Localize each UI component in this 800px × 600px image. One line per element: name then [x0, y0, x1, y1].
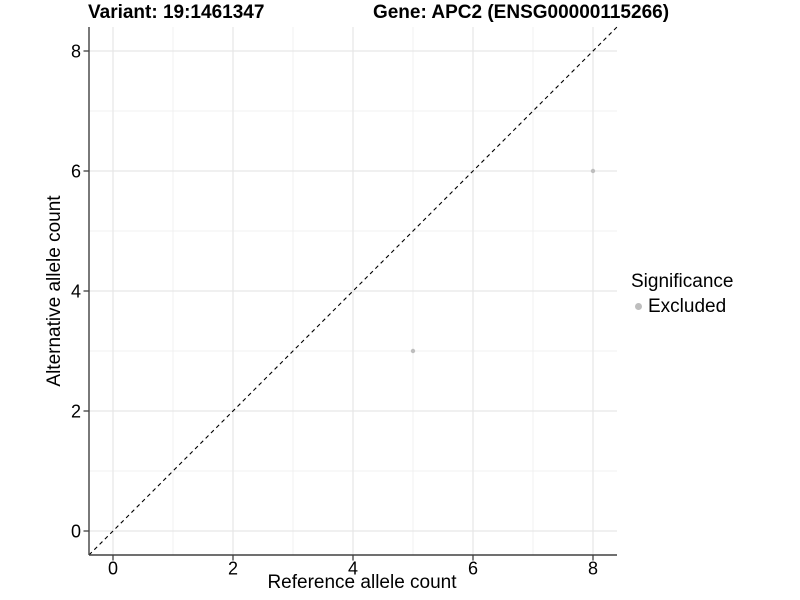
x-tick-label: 6 — [468, 559, 478, 579]
x-tick-label: 0 — [108, 559, 118, 579]
legend-title: Significance — [631, 271, 734, 292]
legend-entry-label: Excluded — [648, 295, 727, 317]
x-tick-label: 8 — [588, 559, 598, 579]
y-tick-label: 0 — [71, 522, 81, 542]
x-tick-label: 2 — [228, 559, 238, 579]
data-point — [410, 348, 416, 354]
legend-entry-excluded: Excluded — [635, 296, 733, 318]
legend-key-dot-icon — [635, 303, 642, 311]
y-tick-label: 4 — [71, 282, 81, 302]
legend: Significance Excluded — [631, 271, 733, 318]
data-point — [590, 168, 596, 174]
y-tick-label: 8 — [71, 42, 81, 62]
plot-title-gene: Gene: APC2 (ENSG00000115266) — [372, 2, 670, 23]
y-axis-title: Alternative allele count — [44, 195, 65, 387]
y-tick-label: 2 — [71, 402, 81, 422]
x-tick-label: 4 — [348, 559, 358, 579]
x-axis-title: Reference allele count — [267, 572, 457, 593]
plot-title-variant: Variant: 19:1461347 — [88, 2, 265, 23]
y-tick-label: 6 — [71, 162, 81, 182]
